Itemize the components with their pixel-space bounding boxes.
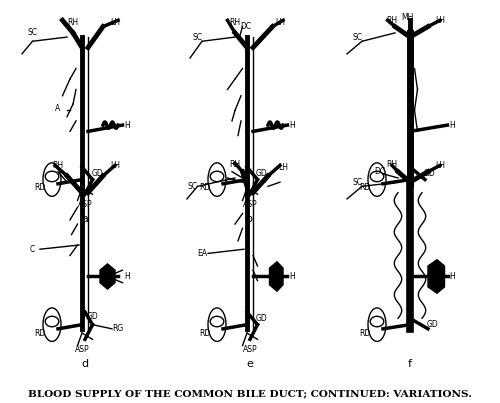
Text: ASP: ASP	[242, 345, 258, 354]
Text: GD: GD	[426, 320, 438, 329]
Text: H: H	[124, 120, 130, 130]
Text: ASP: ASP	[242, 200, 258, 209]
Text: RD: RD	[360, 183, 370, 193]
Text: SC: SC	[192, 33, 202, 42]
Text: MH: MH	[401, 12, 413, 22]
Text: LH: LH	[435, 16, 445, 25]
Text: e: e	[246, 359, 254, 370]
Text: BLOOD SUPPLY OF THE COMMON BILE DUCT; CONTINUED: VARIATIONS.: BLOOD SUPPLY OF THE COMMON BILE DUCT; CO…	[28, 390, 472, 399]
Text: RH: RH	[52, 161, 64, 170]
Text: GD: GD	[424, 169, 436, 178]
Text: GD: GD	[256, 169, 268, 178]
Text: H: H	[449, 120, 455, 130]
Text: LH: LH	[275, 18, 285, 27]
Polygon shape	[428, 260, 444, 293]
Text: a: a	[82, 214, 88, 224]
Text: LH: LH	[278, 163, 288, 172]
Text: GD: GD	[91, 169, 103, 178]
Text: H: H	[289, 272, 295, 281]
Text: ASP: ASP	[78, 200, 92, 209]
Text: RD: RD	[200, 328, 210, 338]
Polygon shape	[270, 262, 283, 291]
Text: SC: SC	[352, 178, 362, 187]
Text: SC: SC	[352, 33, 362, 42]
Text: b: b	[246, 214, 254, 224]
Text: GD: GD	[86, 312, 99, 321]
Text: SC: SC	[28, 28, 38, 37]
Text: ASP: ASP	[74, 345, 90, 354]
Text: LH: LH	[110, 161, 120, 170]
Text: H: H	[124, 272, 130, 281]
Text: EA: EA	[197, 249, 207, 258]
Text: RD: RD	[34, 328, 46, 338]
Text: RD: RD	[360, 328, 370, 338]
Text: A: A	[56, 104, 60, 113]
Polygon shape	[100, 264, 115, 289]
Text: LH: LH	[110, 18, 120, 27]
Text: GD: GD	[256, 314, 268, 323]
Text: RG: RG	[112, 324, 124, 333]
Text: RD: RD	[200, 183, 210, 193]
Text: RH: RH	[386, 160, 398, 169]
Text: DC: DC	[374, 167, 386, 176]
Text: RH: RH	[386, 16, 398, 25]
Text: SC: SC	[188, 182, 198, 191]
Text: DC: DC	[240, 22, 251, 31]
Text: f: f	[408, 359, 412, 370]
Text: H: H	[449, 272, 455, 281]
Text: C: C	[30, 245, 35, 254]
Text: RH: RH	[230, 160, 240, 169]
Text: LH: LH	[435, 161, 445, 170]
Text: c: c	[407, 214, 413, 224]
Text: H: H	[289, 120, 295, 130]
Text: RH: RH	[68, 18, 78, 27]
Text: RD: RD	[34, 183, 46, 193]
Text: d: d	[82, 359, 88, 370]
Text: RH: RH	[230, 18, 240, 27]
